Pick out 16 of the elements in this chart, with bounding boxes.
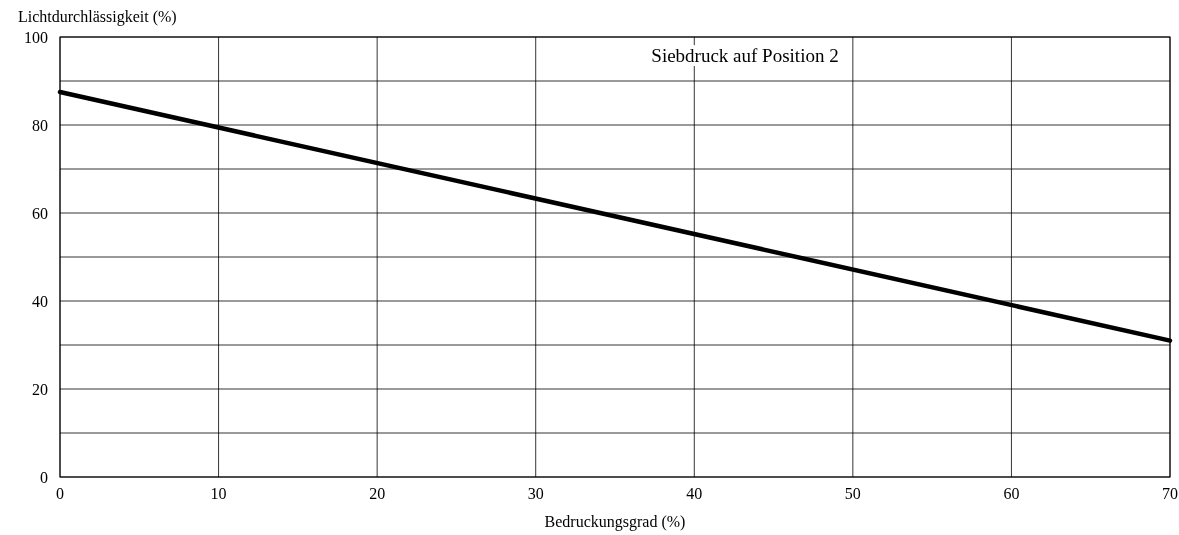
x-tick-label: 20 xyxy=(369,485,386,502)
y-tick-label: 80 xyxy=(32,116,48,134)
x-tick-label: 70 xyxy=(1162,485,1178,502)
y-axis-title: Lichtdurchlässigkeit (%) xyxy=(18,8,177,26)
y-tick-label: 20 xyxy=(32,380,48,398)
y-tick-label: 100 xyxy=(24,28,48,46)
x-tick-label: 40 xyxy=(686,485,703,502)
y-tick-label: 0 xyxy=(40,468,48,486)
x-tick-label: 30 xyxy=(527,485,544,502)
x-tick-label: 0 xyxy=(56,485,64,502)
x-axis-title: Bedruckungsgrad (%) xyxy=(544,513,686,531)
x-tick-label: 10 xyxy=(210,485,227,502)
x-tick-label: 50 xyxy=(844,485,861,502)
x-tick-label: 60 xyxy=(1003,485,1020,502)
y-tick-label: 60 xyxy=(32,204,48,222)
y-tick-label: 40 xyxy=(32,292,48,310)
